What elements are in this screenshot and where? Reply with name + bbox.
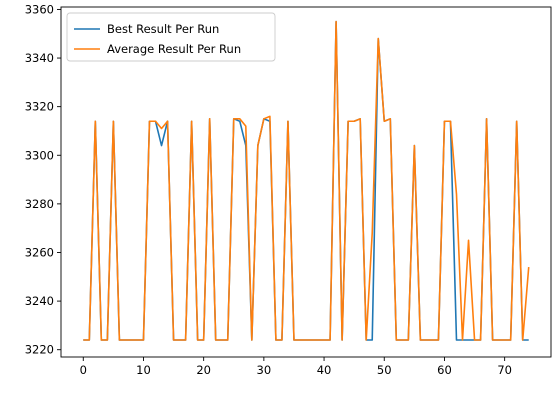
x-tick-label: 20 [196,363,211,377]
x-tick-label: 40 [317,363,332,377]
y-tick-label: 3320 [25,100,54,114]
y-axis: 3220 3240 3260 3280 3300 3320 3340 3360 [25,2,61,357]
y-tick-label: 3360 [25,2,54,16]
x-axis: 0 10 20 30 40 50 60 70 [80,357,512,377]
x-tick-label: 60 [437,363,452,377]
plot-frame [60,6,552,358]
y-tick-label: 3280 [25,197,54,211]
series-line-1 [83,20,530,341]
legend: Best Result Per Run Average Result Per R… [66,12,276,62]
legend-label-average: Average Result Per Run [107,42,241,56]
y-tick-label: 3260 [25,245,54,259]
y-tick-label: 3340 [25,51,54,65]
series-line-0 [83,20,529,341]
x-tick-label: 10 [136,363,151,377]
x-tick-label: 30 [257,363,272,377]
x-tick-label: 70 [497,363,512,377]
y-tick-label: 3240 [25,294,54,308]
y-tick-label: 3220 [25,343,54,357]
x-tick-label: 0 [80,363,87,377]
legend-box [66,12,276,62]
y-tick-label: 3300 [25,148,54,162]
x-tick-label: 50 [377,363,392,377]
series-layer [83,20,530,341]
legend-label-best: Best Result Per Run [107,22,219,36]
